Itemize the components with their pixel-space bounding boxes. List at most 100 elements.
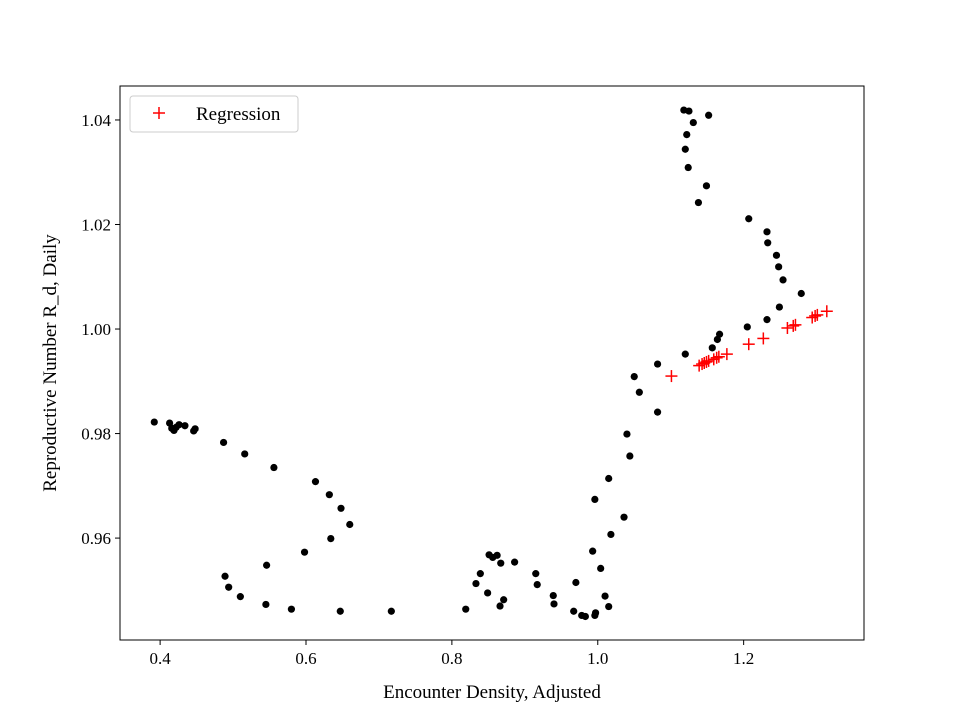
regression-point bbox=[789, 318, 802, 331]
data-point bbox=[219, 438, 228, 447]
data-point bbox=[763, 228, 771, 236]
y-tick-label: 0.96 bbox=[81, 529, 111, 548]
regression-point bbox=[665, 370, 678, 383]
data-point bbox=[325, 491, 333, 499]
regression-point bbox=[702, 354, 715, 367]
legend-label-regression: Regression bbox=[196, 104, 281, 125]
x-axis: 0.4 0.6 0.8 1.0 1.2 bbox=[149, 640, 754, 668]
regression-point bbox=[710, 351, 723, 364]
data-point bbox=[775, 263, 783, 271]
data-point bbox=[337, 504, 345, 512]
legend-box bbox=[129, 95, 299, 133]
data-point bbox=[387, 607, 395, 615]
data-point bbox=[511, 558, 519, 566]
y-tick-label: 0.98 bbox=[81, 425, 111, 444]
data-point bbox=[472, 579, 480, 588]
data-point bbox=[745, 215, 753, 223]
data-point bbox=[532, 570, 540, 578]
data-point bbox=[779, 276, 787, 284]
y-axis-label: Reproductive Number R_d, Daily bbox=[40, 234, 61, 492]
data-point bbox=[496, 602, 504, 610]
data-point bbox=[589, 547, 597, 555]
data-point bbox=[683, 131, 691, 139]
data-point bbox=[225, 583, 233, 591]
data-point bbox=[681, 350, 689, 358]
x-tick-label: 0.6 bbox=[295, 649, 316, 668]
data-point bbox=[626, 452, 634, 460]
data-point bbox=[764, 239, 772, 247]
regression-point bbox=[811, 308, 824, 321]
plot-area bbox=[119, 85, 865, 641]
data-point bbox=[689, 118, 697, 127]
data-point bbox=[191, 425, 199, 433]
regression-point bbox=[720, 348, 733, 361]
data-point bbox=[500, 596, 508, 604]
x-tick-label: 1.0 bbox=[587, 649, 608, 668]
data-point bbox=[630, 372, 638, 381]
data-point bbox=[591, 495, 599, 504]
regression-point bbox=[809, 309, 822, 322]
data-point bbox=[597, 564, 605, 572]
data-point bbox=[763, 316, 771, 324]
data-point bbox=[623, 430, 631, 438]
data-point bbox=[620, 513, 628, 521]
regression-point bbox=[757, 332, 770, 345]
data-point bbox=[236, 593, 244, 601]
data-point bbox=[743, 323, 751, 331]
data-point bbox=[300, 548, 309, 556]
data-point bbox=[287, 605, 296, 613]
data-point bbox=[797, 289, 805, 298]
data-point bbox=[493, 551, 501, 559]
data-point bbox=[601, 592, 609, 600]
y-tick-label: 1.02 bbox=[81, 216, 111, 235]
data-point bbox=[772, 251, 781, 259]
y-tick-label: 1.00 bbox=[81, 320, 111, 339]
y-tick-label: 1.04 bbox=[81, 111, 111, 130]
x-axis-label: Encounter Density, Adjusted bbox=[383, 682, 601, 703]
data-point bbox=[462, 605, 470, 613]
data-point bbox=[708, 344, 716, 352]
regression-point bbox=[712, 350, 725, 363]
data-point bbox=[607, 530, 615, 539]
data-point bbox=[605, 602, 613, 611]
data-point bbox=[591, 609, 600, 617]
data-point bbox=[694, 198, 703, 207]
data-point bbox=[715, 330, 724, 338]
y-axis: 0.96 0.98 1.00 1.02 1.04 bbox=[81, 111, 120, 548]
data-point bbox=[270, 463, 278, 472]
data-point bbox=[685, 107, 693, 115]
data-point bbox=[581, 612, 589, 621]
data-point bbox=[221, 572, 229, 580]
data-point bbox=[497, 559, 505, 567]
data-point bbox=[775, 303, 783, 311]
data-point bbox=[263, 561, 271, 569]
x-tick-label: 0.4 bbox=[149, 649, 171, 668]
data-point bbox=[150, 418, 158, 426]
data-point bbox=[549, 591, 557, 600]
data-point bbox=[570, 607, 578, 615]
regression-point bbox=[700, 355, 713, 368]
regression-point bbox=[742, 338, 755, 351]
data-point bbox=[681, 145, 689, 153]
data-point bbox=[635, 388, 643, 396]
data-point bbox=[311, 478, 320, 486]
data-point bbox=[336, 607, 344, 615]
data-point bbox=[572, 578, 580, 587]
data-point bbox=[550, 600, 558, 608]
data-point bbox=[653, 360, 662, 368]
data-point bbox=[181, 422, 189, 430]
regression-point bbox=[693, 359, 706, 372]
data-point bbox=[175, 421, 183, 429]
data-point bbox=[605, 474, 613, 483]
data-point bbox=[327, 535, 335, 543]
data-point bbox=[262, 600, 270, 609]
data-point bbox=[705, 111, 713, 119]
legend-marker-regression bbox=[153, 107, 165, 119]
x-tick-label: 1.2 bbox=[733, 649, 754, 668]
data-point bbox=[684, 163, 692, 172]
data-point bbox=[346, 520, 354, 529]
regression-point bbox=[787, 319, 800, 332]
regression-point bbox=[781, 321, 794, 334]
data-point bbox=[241, 450, 249, 458]
